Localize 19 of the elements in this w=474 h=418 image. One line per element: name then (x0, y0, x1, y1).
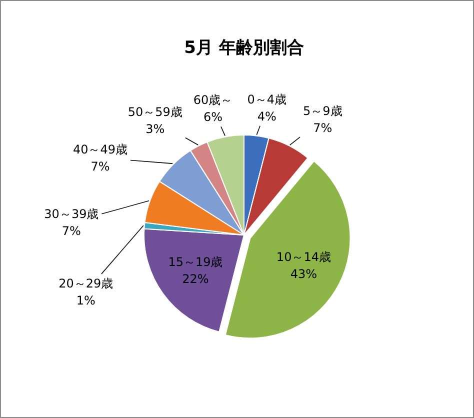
data-label: 4% (257, 109, 276, 124)
slice-label: 30～39歳 (44, 206, 99, 221)
slice-label: 20～29歳 (58, 276, 114, 290)
data-label: 1% (76, 293, 96, 308)
data-label: 3% (146, 122, 165, 136)
chart-title: 5月 年齢別割合 (184, 38, 304, 58)
slice-label: 10～14歳 (276, 250, 331, 264)
slice-label: 60歳～ (193, 93, 233, 108)
data-label: 7% (313, 120, 332, 135)
slice-label: 40～49歳 (72, 142, 128, 156)
slice-label: 50～59歳 (128, 104, 182, 119)
slice-label: 15～19歳 (168, 254, 223, 269)
data-label: 7% (62, 224, 81, 238)
slice-label: 0～4歳 (247, 92, 287, 106)
data-label: 6% (203, 110, 222, 124)
data-label: 22% (182, 272, 209, 286)
slice-label: 5～9歳 (302, 104, 342, 118)
data-label: 7% (90, 159, 110, 174)
data-label: 43% (290, 266, 318, 281)
